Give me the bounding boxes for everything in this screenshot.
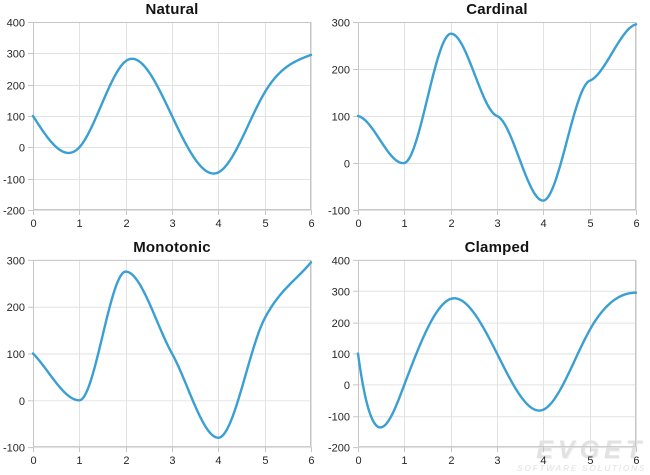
svg-text:-100: -100 (3, 175, 25, 187)
svg-text:-200: -200 (3, 206, 25, 218)
watermark-brand-text: EVGET (536, 436, 646, 465)
svg-text:0: 0 (355, 218, 361, 230)
chart-title-cardinal: Cardinal (466, 1, 528, 18)
svg-text:6: 6 (308, 455, 314, 467)
svg-text:1: 1 (401, 218, 407, 230)
svg-text:5: 5 (262, 455, 268, 467)
chart-panel-cardinal: Cardinal -100 0 100 200 300 0 1 2 3 4 5 6 (325, 0, 650, 238)
svg-text:6: 6 (633, 218, 639, 230)
evget-watermark: EVGET SOFTWARE SOLUTIONS (517, 436, 646, 473)
svg-text:5: 5 (262, 218, 268, 230)
chart-title-monotonic: Monotonic (133, 239, 211, 256)
svg-text:4: 4 (215, 455, 221, 467)
svg-text:200: 200 (332, 65, 350, 77)
svg-text:300: 300 (7, 49, 25, 61)
svg-text:4: 4 (540, 455, 546, 467)
natural-spline-chart: -200 -100 0 100 200 300 400 0 1 2 3 4 5 6 (3, 18, 315, 231)
svg-text:0: 0 (30, 218, 36, 230)
cardinal-spline-chart: -100 0 100 200 300 0 1 2 3 4 5 6 (328, 18, 640, 231)
svg-text:0: 0 (30, 455, 36, 467)
chart-panel-clamped: Clamped -200 -100 0 100 200 300 400 0 1 2 3 4 5 6 (325, 238, 650, 475)
svg-text:400: 400 (332, 255, 350, 267)
svg-text:200: 200 (332, 318, 350, 330)
clamped-spline-chart: -200 -100 0 100 200 300 400 0 1 2 3 4 5 6 (328, 255, 640, 467)
svg-text:3: 3 (169, 218, 175, 230)
svg-text:-100: -100 (328, 412, 350, 424)
chart-panel-monotonic: Monotonic -100 0 100 200 300 0 1 2 3 4 5 6 (0, 238, 325, 475)
svg-text:100: 100 (7, 349, 25, 361)
chart-panel-natural: Natural -200 -100 0 100 200 300 400 0 1 2 3 4 5 6 (0, 0, 325, 238)
svg-text:100: 100 (332, 349, 350, 361)
svg-text:300: 300 (332, 18, 350, 30)
svg-text:300: 300 (332, 286, 350, 298)
svg-text:100: 100 (7, 112, 25, 124)
svg-text:4: 4 (215, 218, 221, 230)
svg-text:5: 5 (587, 218, 593, 230)
svg-text:0: 0 (19, 143, 25, 155)
svg-text:-100: -100 (328, 206, 350, 218)
svg-text:-100: -100 (3, 443, 25, 455)
monotonic-spline-chart: -100 0 100 200 300 0 1 2 3 4 5 6 (3, 255, 315, 467)
svg-text:-200: -200 (328, 443, 350, 455)
svg-text:2: 2 (123, 218, 129, 230)
svg-text:200: 200 (7, 302, 25, 314)
svg-text:0: 0 (19, 396, 25, 408)
svg-text:0: 0 (344, 159, 350, 171)
watermark-tagline-text: SOFTWARE SOLUTIONS (517, 463, 646, 473)
svg-text:3: 3 (494, 218, 500, 230)
svg-text:2: 2 (448, 218, 454, 230)
svg-text:1: 1 (76, 218, 82, 230)
svg-text:4: 4 (540, 218, 546, 230)
svg-text:2: 2 (123, 455, 129, 467)
svg-text:5: 5 (587, 455, 593, 467)
svg-text:0: 0 (355, 455, 361, 467)
svg-text:2: 2 (448, 455, 454, 467)
svg-text:200: 200 (7, 81, 25, 93)
svg-text:3: 3 (494, 455, 500, 467)
svg-text:6: 6 (308, 218, 314, 230)
svg-text:1: 1 (401, 455, 407, 467)
svg-text:1: 1 (76, 455, 82, 467)
chart-title-clamped: Clamped (464, 239, 530, 256)
chart-title-natural: Natural (145, 1, 199, 18)
svg-text:100: 100 (332, 112, 350, 124)
svg-text:0: 0 (344, 380, 350, 392)
svg-text:400: 400 (7, 18, 25, 30)
svg-text:6: 6 (633, 455, 639, 467)
svg-text:300: 300 (7, 255, 25, 267)
svg-text:3: 3 (169, 455, 175, 467)
